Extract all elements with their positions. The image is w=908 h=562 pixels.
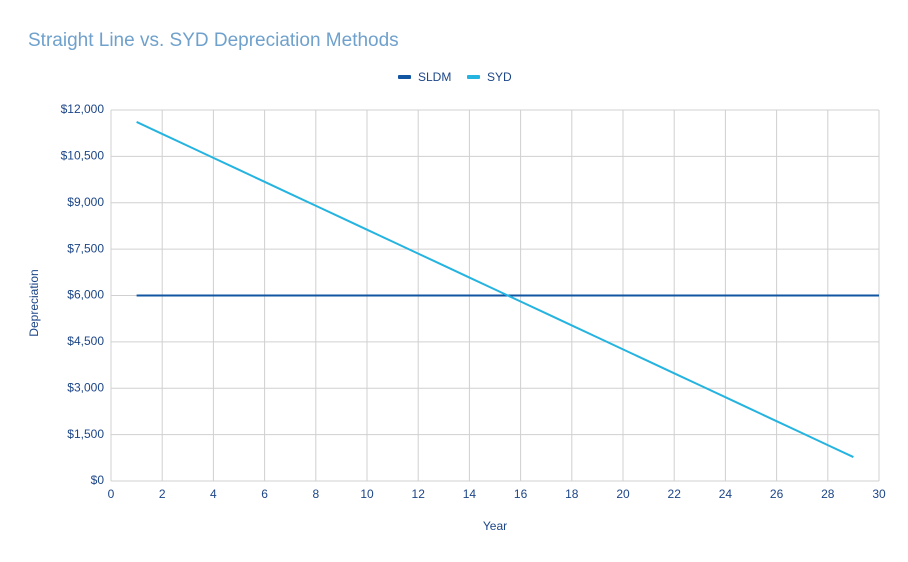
x-axis-label: Year xyxy=(483,519,507,533)
y-tick-label: $6,000 xyxy=(67,288,104,302)
x-tick-label: 14 xyxy=(463,487,477,501)
y-tick-label: $4,500 xyxy=(67,334,104,348)
legend-swatch xyxy=(398,75,411,79)
x-tick-label: 12 xyxy=(412,487,426,501)
x-tick-label: 20 xyxy=(616,487,630,501)
x-tick-label: 0 xyxy=(108,487,115,501)
x-tick-label: 8 xyxy=(312,487,319,501)
y-tick-label: $7,500 xyxy=(67,241,104,255)
y-tick-label: $1,500 xyxy=(67,427,104,441)
y-tick-label: $0 xyxy=(91,473,105,487)
legend-label: SYD xyxy=(487,70,512,84)
x-tick-label: 18 xyxy=(565,487,579,501)
x-tick-label: 4 xyxy=(210,487,217,501)
x-tick-label: 24 xyxy=(719,487,733,501)
y-tick-label: $9,000 xyxy=(67,195,104,209)
x-tick-label: 2 xyxy=(159,487,166,501)
x-tick-label: 28 xyxy=(821,487,835,501)
line-series xyxy=(136,121,854,458)
legend-swatch xyxy=(467,75,480,79)
x-tick-label: 6 xyxy=(261,487,268,501)
y-axis-label: Depreciation xyxy=(27,269,41,336)
chart-title: Straight Line vs. SYD Depreciation Metho… xyxy=(28,30,399,51)
y-tick-label: $12,000 xyxy=(61,102,105,116)
x-tick-label: 22 xyxy=(668,487,682,501)
y-tick-label: $3,000 xyxy=(67,380,104,394)
y-tick-label: $10,500 xyxy=(61,149,105,163)
x-tick-label: 30 xyxy=(872,487,886,501)
x-tick-label: 10 xyxy=(360,487,374,501)
x-tick-label: 16 xyxy=(514,487,528,501)
x-tick-label: 26 xyxy=(770,487,784,501)
legend-label: SLDM xyxy=(418,70,451,84)
